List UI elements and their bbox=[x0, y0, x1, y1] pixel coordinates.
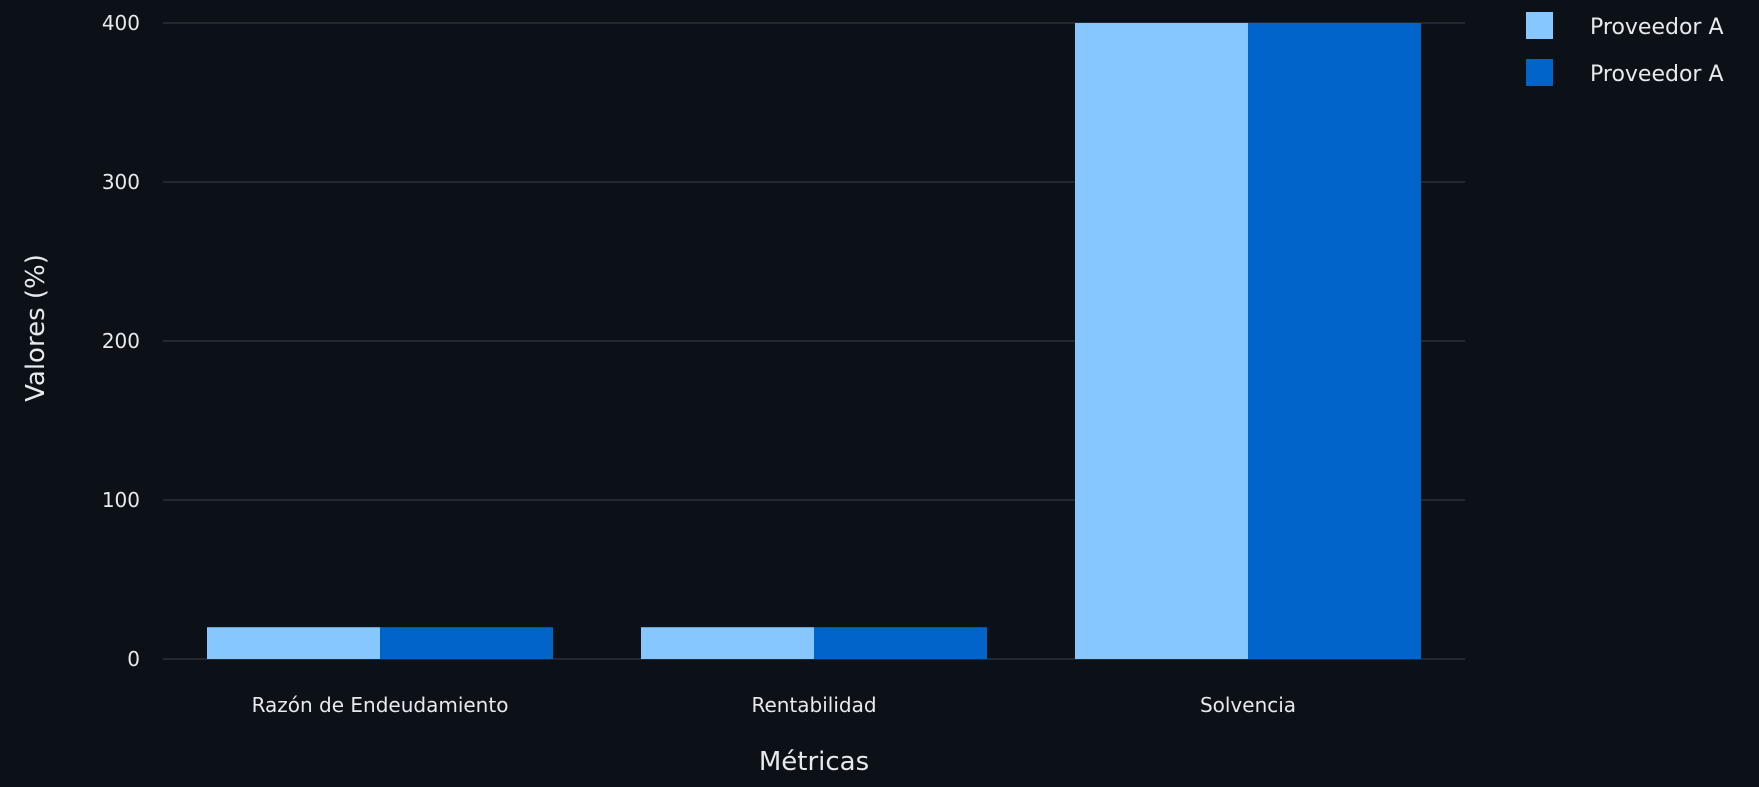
legend-label: Proveedor A bbox=[1590, 15, 1724, 40]
y-tick-label: 0 bbox=[127, 647, 140, 671]
legend-swatch bbox=[1526, 59, 1553, 86]
legend[interactable]: Proveedor A Proveedor A bbox=[1526, 12, 1724, 87]
bars bbox=[207, 23, 1421, 659]
x-axis-title: Métricas bbox=[759, 747, 869, 777]
legend-swatch bbox=[1526, 12, 1553, 39]
y-tick-label: 100 bbox=[102, 488, 140, 512]
bar[interactable] bbox=[641, 627, 814, 659]
legend-item[interactable]: Proveedor A bbox=[1526, 59, 1724, 87]
y-tick-label: 400 bbox=[102, 11, 140, 35]
x-tick-label: Razón de Endeudamiento bbox=[252, 693, 509, 717]
y-axis-ticks: 0 100 200 300 400 bbox=[102, 11, 140, 671]
legend-item[interactable]: Proveedor A bbox=[1526, 12, 1724, 40]
bar[interactable] bbox=[1075, 23, 1248, 659]
x-tick-label: Solvencia bbox=[1200, 693, 1296, 717]
bar[interactable] bbox=[1248, 23, 1421, 659]
legend-label: Proveedor A bbox=[1590, 62, 1724, 87]
y-axis-title: Valores (%) bbox=[21, 254, 51, 402]
y-tick-label: 300 bbox=[102, 170, 140, 194]
y-tick-label: 200 bbox=[102, 329, 140, 353]
bar[interactable] bbox=[207, 627, 380, 659]
x-axis-ticks: Razón de Endeudamiento Rentabilidad Solven… bbox=[252, 693, 1297, 717]
x-tick-label: Rentabilidad bbox=[751, 693, 876, 717]
bar[interactable] bbox=[380, 627, 553, 659]
bar[interactable] bbox=[814, 627, 987, 659]
